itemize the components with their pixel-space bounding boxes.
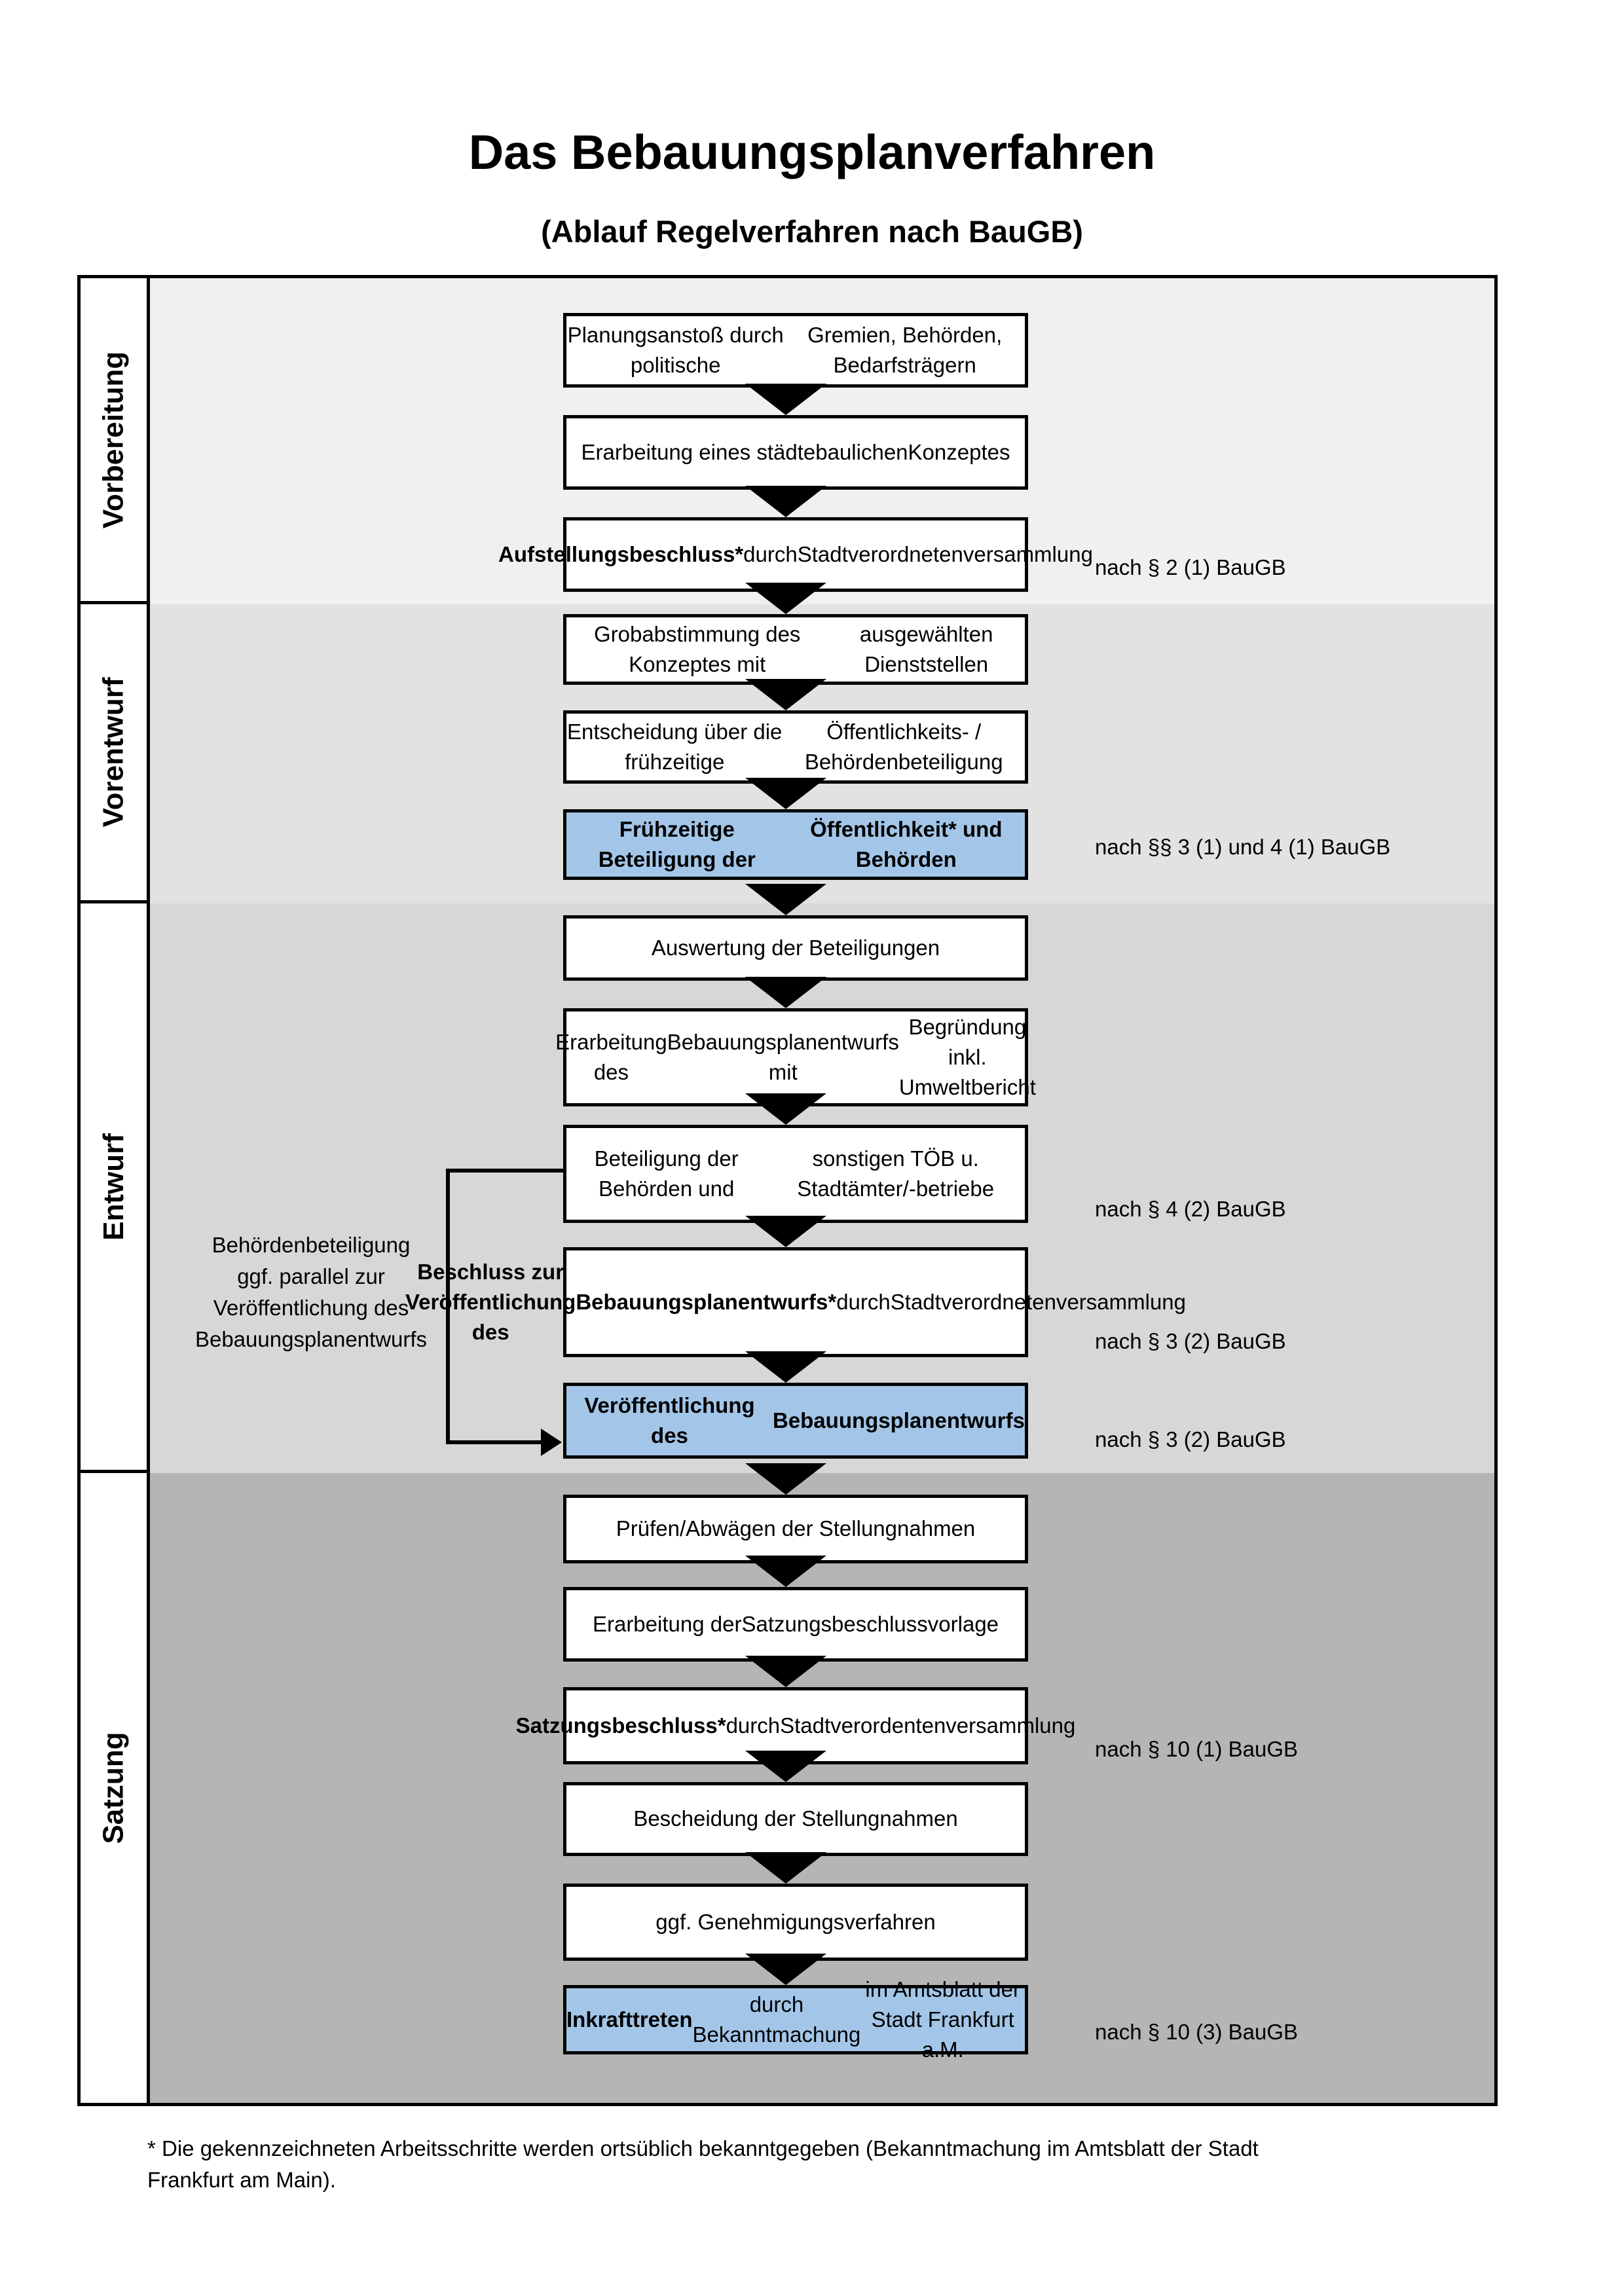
phase-section-entwurf: Entwurf xyxy=(77,900,150,1473)
flow-box-aufstellungsbeschluss: Aufstellungsbeschluss* durch Stadtverordn… xyxy=(498,517,1093,592)
phase-label-vorentwurf: Vorentwurf xyxy=(97,677,130,828)
legal-reference-beteiligung-behoerden: nach § 4 (2) BauGB xyxy=(1095,1197,1286,1221)
phase-label-vorbereitung: Vorbereitung xyxy=(97,351,130,528)
phase-label-entwurf: Entwurf xyxy=(97,1133,130,1241)
arrow-down-icon xyxy=(745,1751,826,1782)
flow-box-fruehzeitige-beteiligung: Frühzeitige Beteiligung der Öffentlichkei… xyxy=(563,809,1028,880)
flow-box-inkrafttreten: Inkrafttreten durch Bekanntmachung im Amt… xyxy=(563,1977,1028,2062)
legal-reference-beschluss-veroeffentlichung: nach § 3 (2) BauGB xyxy=(1095,1329,1286,1353)
flow-box-genehmigungsverfahren: ggf. Genehmigungsverfahren xyxy=(563,1884,1028,1961)
annotation-note: Behördenbeteiligung ggf. parallel zur Verö… xyxy=(194,1233,428,1351)
arrow-down-icon xyxy=(745,1216,826,1247)
flow-box-auswertung: Auswertung der Beteiligungen xyxy=(563,915,1028,981)
flow-box-staedtebauliches-konzept: Erarbeitung eines städtebaulichen Konzept… xyxy=(563,415,1028,490)
flow-box-beschluss-veroeffentlichung: Beschluss zur Veröffentlichung des Bebauu… xyxy=(405,1247,1186,1357)
arrow-down-icon xyxy=(745,1852,826,1884)
legal-reference-fruehzeitige-beteiligung: nach §§ 3 (1) und 4 (1) BauGB xyxy=(1095,835,1391,859)
arrow-down-icon xyxy=(745,1351,826,1383)
arrow-down-icon xyxy=(745,778,826,809)
flow-box-erarbeitung-bebauungsplanentwurf: Erarbeitung des Bebauungsplanentwurfs mit… xyxy=(555,1008,1036,1106)
flow-box-entscheidung-beteiligung: Entscheidung über die frühzeitige Öffentl… xyxy=(563,710,1028,784)
arrow-down-icon xyxy=(745,1954,826,1985)
arrow-down-icon xyxy=(745,1463,826,1495)
page-subtitle: (Ablauf Regelverfahren nach BauGB) xyxy=(541,214,1083,249)
legal-reference-satzungsbeschluss: nach § 10 (1) BauGB xyxy=(1095,1737,1299,1761)
legal-reference-inkrafttreten: nach § 10 (3) BauGB xyxy=(1095,2020,1299,2044)
arrow-down-icon xyxy=(745,583,826,614)
flow-box-satzungsbeschlussvorlage: Erarbeitung der Satzungsbeschlussvorlage xyxy=(563,1587,1028,1662)
flow-box-bescheidung: Bescheidung der Stellungnahmen xyxy=(563,1782,1028,1856)
flow-box-grobabstimmung: Grobabstimmung des Konzeptes mit ausgewäh… xyxy=(563,614,1028,685)
phase-section-vorentwurf: Vorentwurf xyxy=(77,601,150,903)
arrow-down-icon xyxy=(745,486,826,517)
legal-reference-aufstellungsbeschluss: nach § 2 (1) BauGB xyxy=(1095,555,1286,579)
arrow-down-icon xyxy=(745,1656,826,1687)
legal-reference-veroeffentlichung: nach § 3 (2) BauGB xyxy=(1095,1427,1286,1451)
bracket-line-top xyxy=(446,1169,563,1173)
footnote: * Die gekennzeichneten Arbeitsschritte w… xyxy=(147,2136,1259,2192)
arrow-down-icon xyxy=(745,977,826,1008)
flow-box-pruefen-abwaegen: Prüfen/Abwägen der Stellungnahmen xyxy=(563,1495,1028,1563)
arrow-down-icon xyxy=(745,679,826,710)
phase-section-vorbereitung: Vorbereitung xyxy=(77,275,150,604)
flow-box-planungsanstoss: Planungsanstoß durch politische Gremien, … xyxy=(563,313,1028,388)
bracket-line-bottom xyxy=(446,1440,541,1444)
page-title: Das Bebauungsplanverfahren xyxy=(468,125,1156,179)
bracket-line-vertical xyxy=(446,1169,450,1444)
arrow-down-icon xyxy=(745,1556,826,1587)
flow-box-veroeffentlichung-entwurf: Veröffentlichung des Bebauungsplanentwurf… xyxy=(563,1383,1028,1459)
phase-section-satzung: Satzung xyxy=(77,1470,150,2106)
flow-box-satzungsbeschluss: Satzungsbeschluss* durch Stadtverordenten… xyxy=(516,1687,1075,1764)
arrow-down-icon xyxy=(745,384,826,415)
arrow-down-icon xyxy=(745,884,826,915)
bracket-arrow-right-icon xyxy=(541,1429,562,1456)
flow-box-beteiligung-behoerden: Beteiligung der Behörden und sonstigen TÖ… xyxy=(563,1125,1028,1223)
phase-label-satzung: Satzung xyxy=(97,1732,130,1844)
arrow-down-icon xyxy=(745,1093,826,1125)
